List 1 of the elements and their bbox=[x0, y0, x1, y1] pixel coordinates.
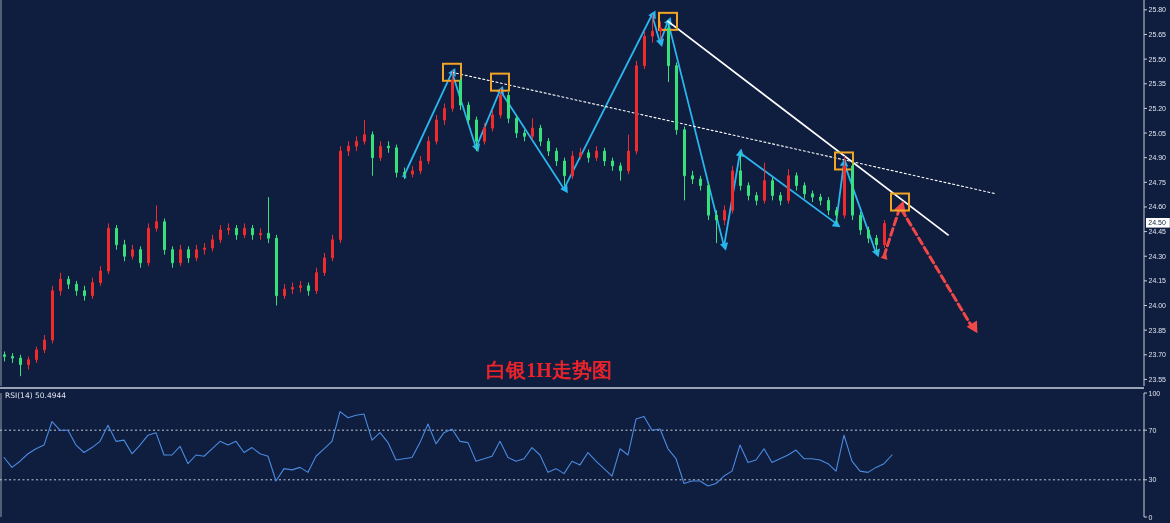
title: 白银1H走势图 bbox=[486, 359, 612, 381]
